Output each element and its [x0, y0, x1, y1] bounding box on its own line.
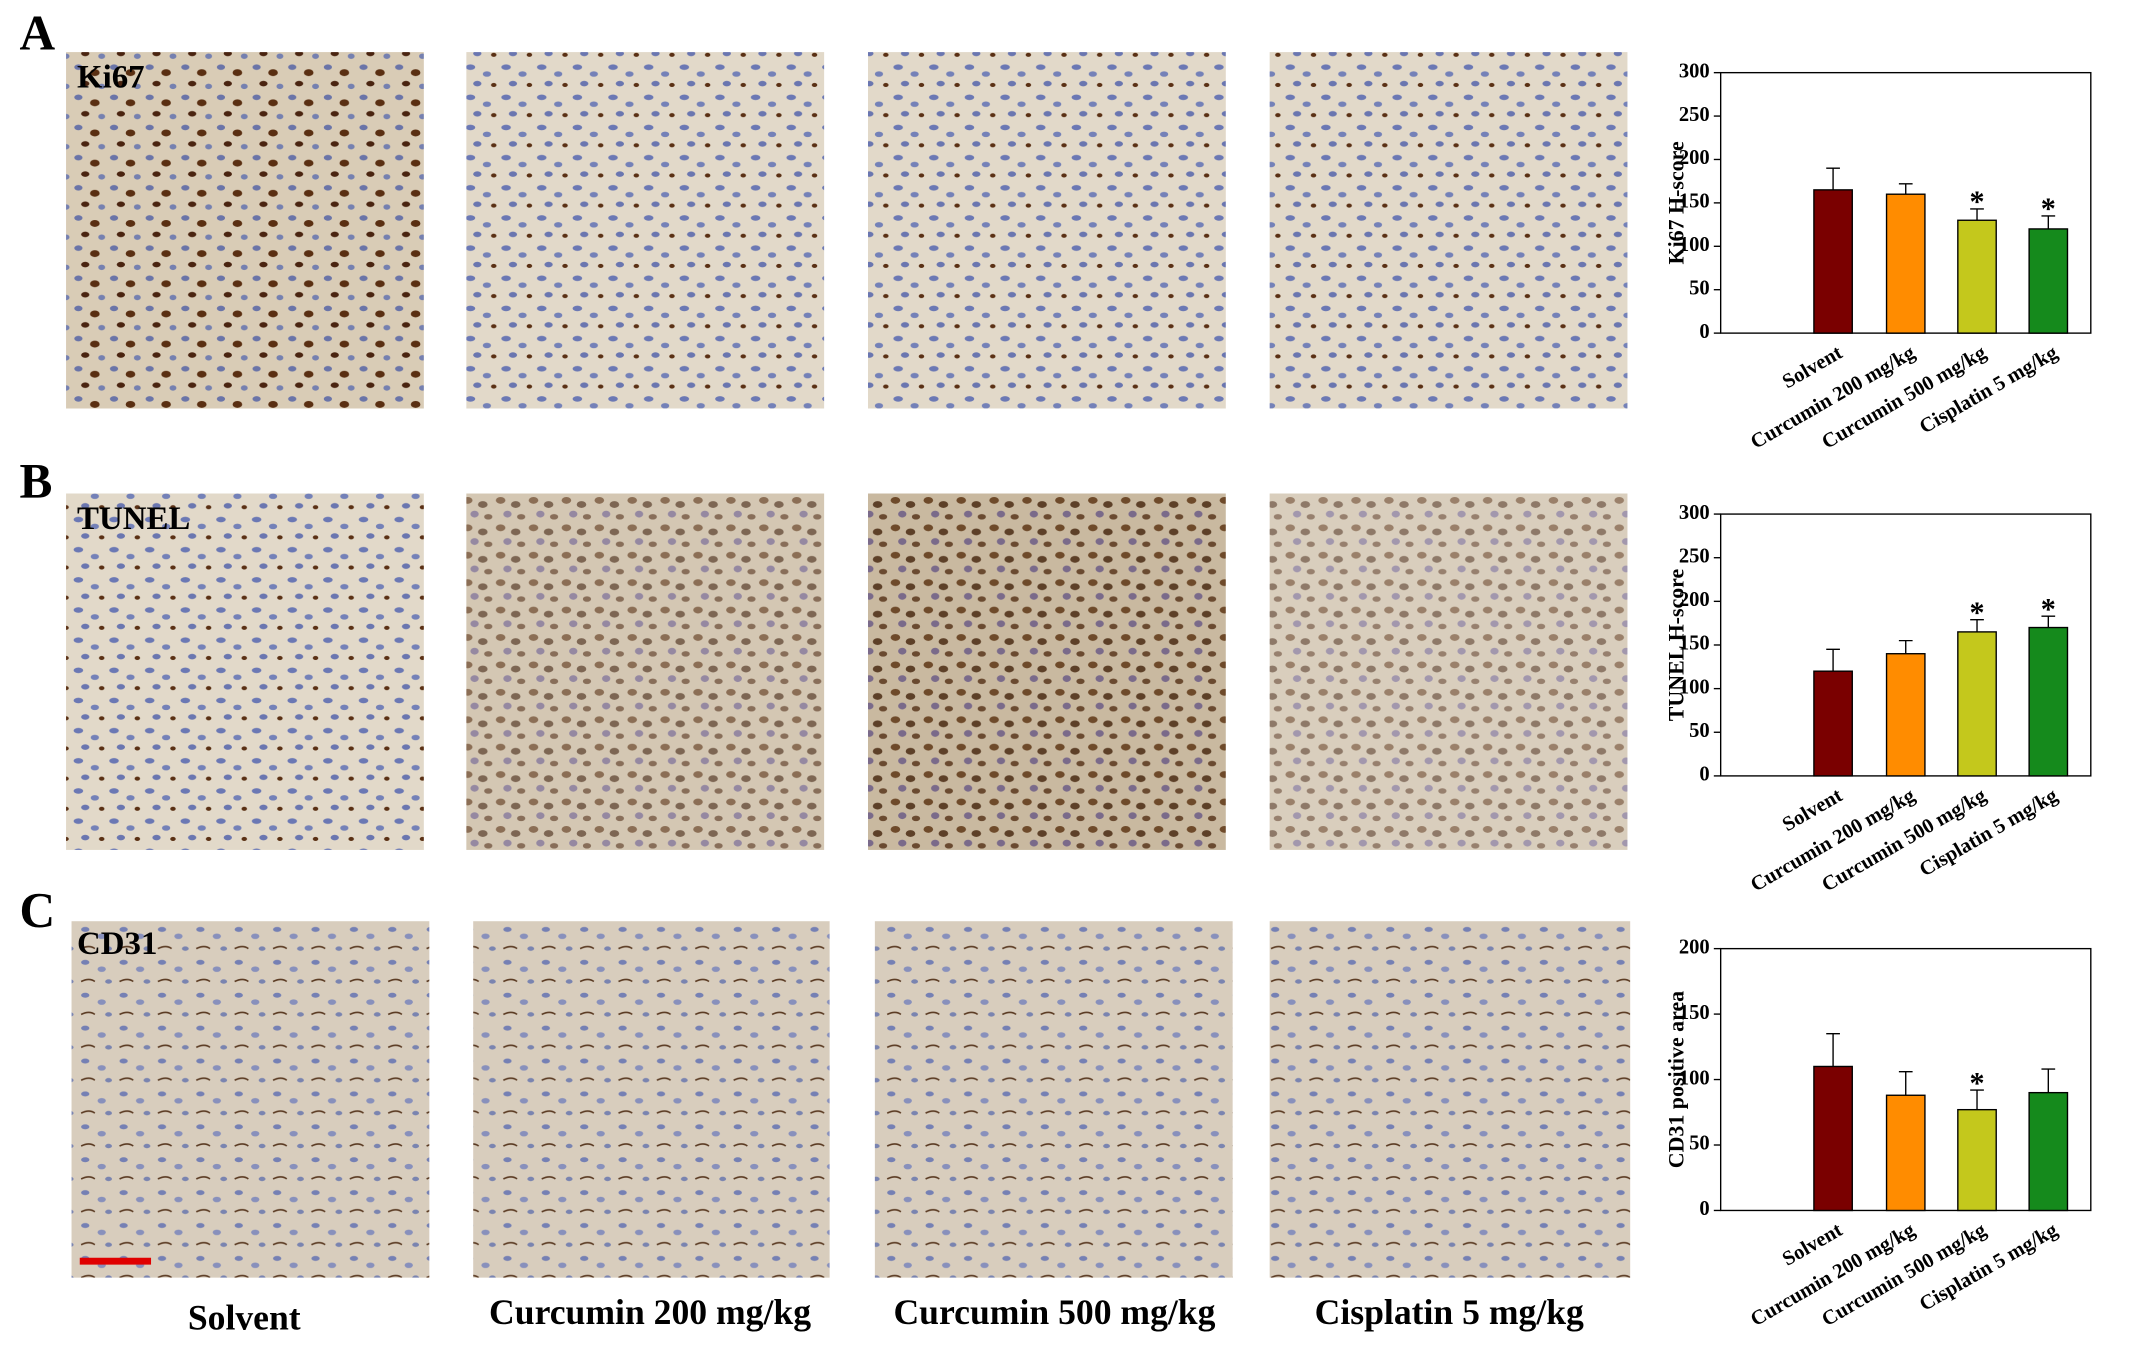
- bar: [2028, 1091, 2069, 1212]
- y-tick-label: 0: [1699, 764, 1709, 786]
- error-bar: [2041, 615, 2056, 628]
- group-label: Solvent: [188, 1298, 301, 1338]
- micrograph: [466, 493, 825, 850]
- bar: [1813, 670, 1853, 777]
- error-bar: [2041, 215, 2056, 229]
- significance: *: [2041, 592, 2056, 626]
- micrograph: [868, 493, 1226, 850]
- group-label: Cisplatin 5 mg/kg: [1315, 1292, 1584, 1332]
- bar: [2028, 228, 2069, 334]
- y-tick-label: 50: [1689, 1133, 1710, 1155]
- y-tick-label: 250: [1679, 104, 1710, 126]
- panel-letter: A: [19, 5, 55, 60]
- error-bar: [1970, 618, 1984, 632]
- micrograph: [66, 493, 424, 850]
- significance: *: [1969, 595, 1984, 629]
- y-tick-label: 200: [1679, 147, 1710, 169]
- y-axis-label: TUNEL H-score: [1664, 568, 1689, 721]
- micrograph: [466, 52, 825, 409]
- bar: [1885, 193, 1926, 334]
- micrograph: [71, 921, 430, 1278]
- y-tick-label: 150: [1679, 633, 1710, 655]
- bar: [1885, 1094, 1926, 1212]
- group-label: Curcumin 200 mg/kg: [489, 1292, 811, 1332]
- bar: [1813, 1065, 1853, 1212]
- stain-label: TUNEL: [77, 501, 190, 537]
- y-tick-label: 200: [1679, 936, 1710, 958]
- bar: [1957, 219, 1997, 334]
- y-tick-label: 0: [1699, 1198, 1709, 1220]
- error-bar: [1826, 648, 1840, 672]
- error-bar: [1898, 1071, 1913, 1096]
- micrograph: [1269, 52, 1628, 409]
- bar: [1957, 631, 1997, 777]
- y-tick-label: 100: [1679, 1067, 1710, 1089]
- group-label: Curcumin 500 mg/kg: [893, 1292, 1215, 1332]
- y-tick-label: 200: [1679, 589, 1710, 611]
- y-tick-label: 0: [1699, 321, 1709, 343]
- y-tick-label: 300: [1679, 60, 1710, 82]
- micrograph: [66, 52, 424, 409]
- panel-letter: B: [19, 454, 52, 509]
- error-bar: [1898, 639, 1913, 654]
- y-tick-label: 300: [1679, 502, 1710, 524]
- stain-label: Ki67: [77, 60, 145, 96]
- y-tick-label: 150: [1679, 1002, 1710, 1024]
- error-bar: [1970, 1089, 1984, 1110]
- error-bar: [1826, 167, 1840, 190]
- stain-label: CD31: [77, 926, 157, 962]
- y-tick-label: 50: [1689, 277, 1710, 299]
- error-bar: [1826, 1033, 1840, 1067]
- significance: *: [2041, 192, 2056, 226]
- y-tick-label: 100: [1679, 676, 1710, 698]
- micrograph: [1269, 493, 1628, 850]
- bar: [1813, 189, 1853, 334]
- micrograph: [868, 52, 1226, 409]
- y-tick-label: 100: [1679, 234, 1710, 256]
- micrographs: [66, 52, 1631, 1278]
- y-axis-label: CD31 positive area: [1664, 991, 1689, 1168]
- bar: [2028, 626, 2069, 777]
- error-bar: [2041, 1068, 2056, 1093]
- error-bar: [1898, 183, 1913, 195]
- bar: [1957, 1108, 1997, 1212]
- micrograph: [874, 921, 1233, 1278]
- significance: *: [1969, 1066, 1984, 1100]
- significance: *: [1969, 185, 1984, 219]
- bar: [1885, 653, 1926, 777]
- micrograph: [1269, 921, 1631, 1278]
- y-tick-label: 50: [1689, 720, 1710, 742]
- micrograph: [473, 921, 830, 1278]
- y-tick-label: 250: [1679, 545, 1710, 567]
- y-axis-label: Ki67 H-score: [1664, 141, 1689, 264]
- panel-letter: C: [19, 883, 55, 938]
- error-bar: [1970, 208, 1984, 221]
- y-tick-label: 150: [1679, 191, 1710, 213]
